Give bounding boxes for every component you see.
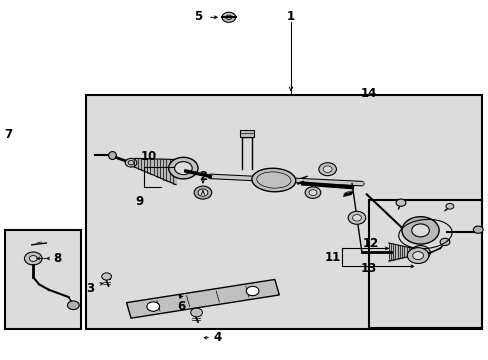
- Circle shape: [445, 203, 453, 209]
- Text: 13: 13: [360, 262, 377, 275]
- Text: 7: 7: [5, 129, 13, 141]
- Polygon shape: [395, 245, 397, 259]
- Circle shape: [415, 249, 424, 256]
- Polygon shape: [388, 243, 390, 261]
- Polygon shape: [401, 246, 404, 258]
- Bar: [239, 130, 254, 137]
- Polygon shape: [399, 246, 401, 258]
- Circle shape: [395, 199, 405, 206]
- Ellipse shape: [108, 152, 116, 159]
- Text: 12: 12: [362, 237, 378, 250]
- Bar: [368, 200, 481, 328]
- Circle shape: [125, 158, 137, 167]
- Circle shape: [24, 252, 42, 265]
- Circle shape: [410, 246, 429, 260]
- Polygon shape: [392, 244, 395, 260]
- Polygon shape: [410, 248, 412, 256]
- Text: 8: 8: [54, 252, 61, 265]
- Circle shape: [168, 157, 198, 179]
- Polygon shape: [172, 159, 176, 184]
- Text: 11: 11: [324, 251, 340, 264]
- Text: 14: 14: [360, 87, 377, 100]
- Circle shape: [410, 229, 422, 238]
- Polygon shape: [134, 158, 138, 167]
- Circle shape: [198, 189, 207, 196]
- Polygon shape: [166, 159, 169, 181]
- Circle shape: [347, 211, 365, 224]
- Polygon shape: [169, 159, 172, 182]
- Text: 5: 5: [194, 10, 202, 23]
- Circle shape: [411, 224, 428, 237]
- Text: 3: 3: [86, 282, 94, 294]
- Ellipse shape: [251, 168, 295, 192]
- Circle shape: [174, 162, 192, 175]
- Text: 2: 2: [199, 170, 206, 183]
- Polygon shape: [406, 247, 408, 257]
- Circle shape: [222, 12, 235, 22]
- Polygon shape: [408, 248, 410, 256]
- Circle shape: [308, 190, 316, 195]
- Circle shape: [412, 252, 423, 260]
- Circle shape: [439, 238, 449, 246]
- Circle shape: [407, 248, 428, 264]
- Circle shape: [67, 301, 79, 310]
- Circle shape: [318, 163, 336, 176]
- Polygon shape: [157, 159, 160, 177]
- Circle shape: [305, 187, 320, 198]
- Text: 6: 6: [177, 300, 184, 313]
- Text: 10: 10: [141, 150, 157, 163]
- Circle shape: [246, 286, 259, 296]
- Circle shape: [102, 273, 111, 280]
- Text: 4: 4: [213, 331, 221, 344]
- Polygon shape: [390, 244, 392, 260]
- Polygon shape: [144, 158, 147, 171]
- Circle shape: [472, 226, 482, 233]
- Polygon shape: [147, 158, 150, 173]
- Polygon shape: [153, 158, 157, 175]
- Circle shape: [323, 166, 331, 172]
- Bar: [5, 230, 81, 329]
- Circle shape: [352, 215, 361, 221]
- Polygon shape: [404, 247, 406, 257]
- Circle shape: [190, 308, 202, 317]
- Text: 1: 1: [286, 10, 294, 23]
- Bar: [85, 95, 481, 329]
- Polygon shape: [397, 245, 399, 259]
- Polygon shape: [160, 159, 163, 178]
- Polygon shape: [126, 279, 279, 318]
- Polygon shape: [163, 159, 166, 180]
- Polygon shape: [150, 158, 153, 174]
- Text: 9: 9: [135, 195, 143, 208]
- Circle shape: [194, 186, 211, 199]
- Polygon shape: [138, 158, 141, 169]
- Circle shape: [401, 217, 438, 244]
- Circle shape: [29, 256, 37, 261]
- Polygon shape: [141, 158, 144, 170]
- Circle shape: [146, 302, 159, 311]
